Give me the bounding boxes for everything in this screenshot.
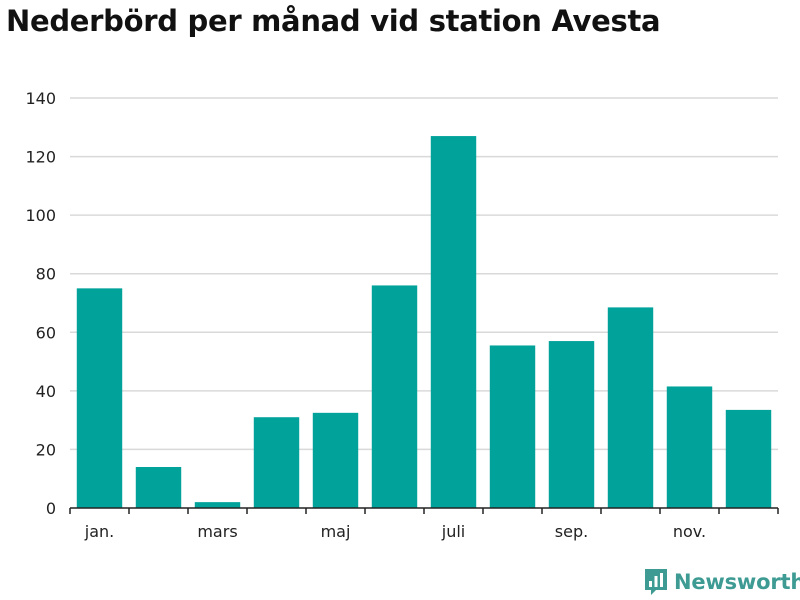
y-tick-label: 20 [36,440,56,459]
bar-apr [253,417,300,508]
bar-sep [548,341,595,508]
x-tick-label: sep. [555,522,588,541]
gridlines [70,97,778,451]
bar-jan [76,288,123,508]
y-tick-label: 60 [36,323,56,342]
brand-logo: Newsworthy [644,568,800,596]
bar-mars [194,502,241,508]
x-axis [69,507,779,514]
y-tick-label: 140 [25,89,56,108]
y-tick-label: 0 [46,499,56,518]
x-tick-label: jan. [84,522,114,541]
y-tick-label: 40 [36,382,56,401]
bar-juli [430,136,477,509]
bar-dec [725,409,772,508]
y-axis-labels: 0 20 40 60 80 100 120 140 [25,89,56,518]
bar-juni [371,285,418,508]
bar-feb [135,467,182,508]
x-tick-label: maj [321,522,351,541]
bar-okt [607,307,654,508]
x-tick-label: mars [197,522,237,541]
brand-name: Newsworthy [674,570,800,594]
bar-maj [312,412,359,508]
chart-title: Nederbörd per månad vid station Avesta [6,4,661,38]
x-tick-label: nov. [673,522,706,541]
y-tick-label: 120 [25,148,56,167]
y-tick-label: 80 [36,265,56,284]
x-axis-labels: jan. mars maj juli sep. nov. [84,522,706,541]
x-tick-label: juli [441,522,465,541]
newsworthy-logo-icon [645,569,667,595]
bars [76,136,772,509]
bar-aug [489,345,536,508]
bar-nov [666,386,713,508]
y-tick-label: 100 [25,206,56,225]
